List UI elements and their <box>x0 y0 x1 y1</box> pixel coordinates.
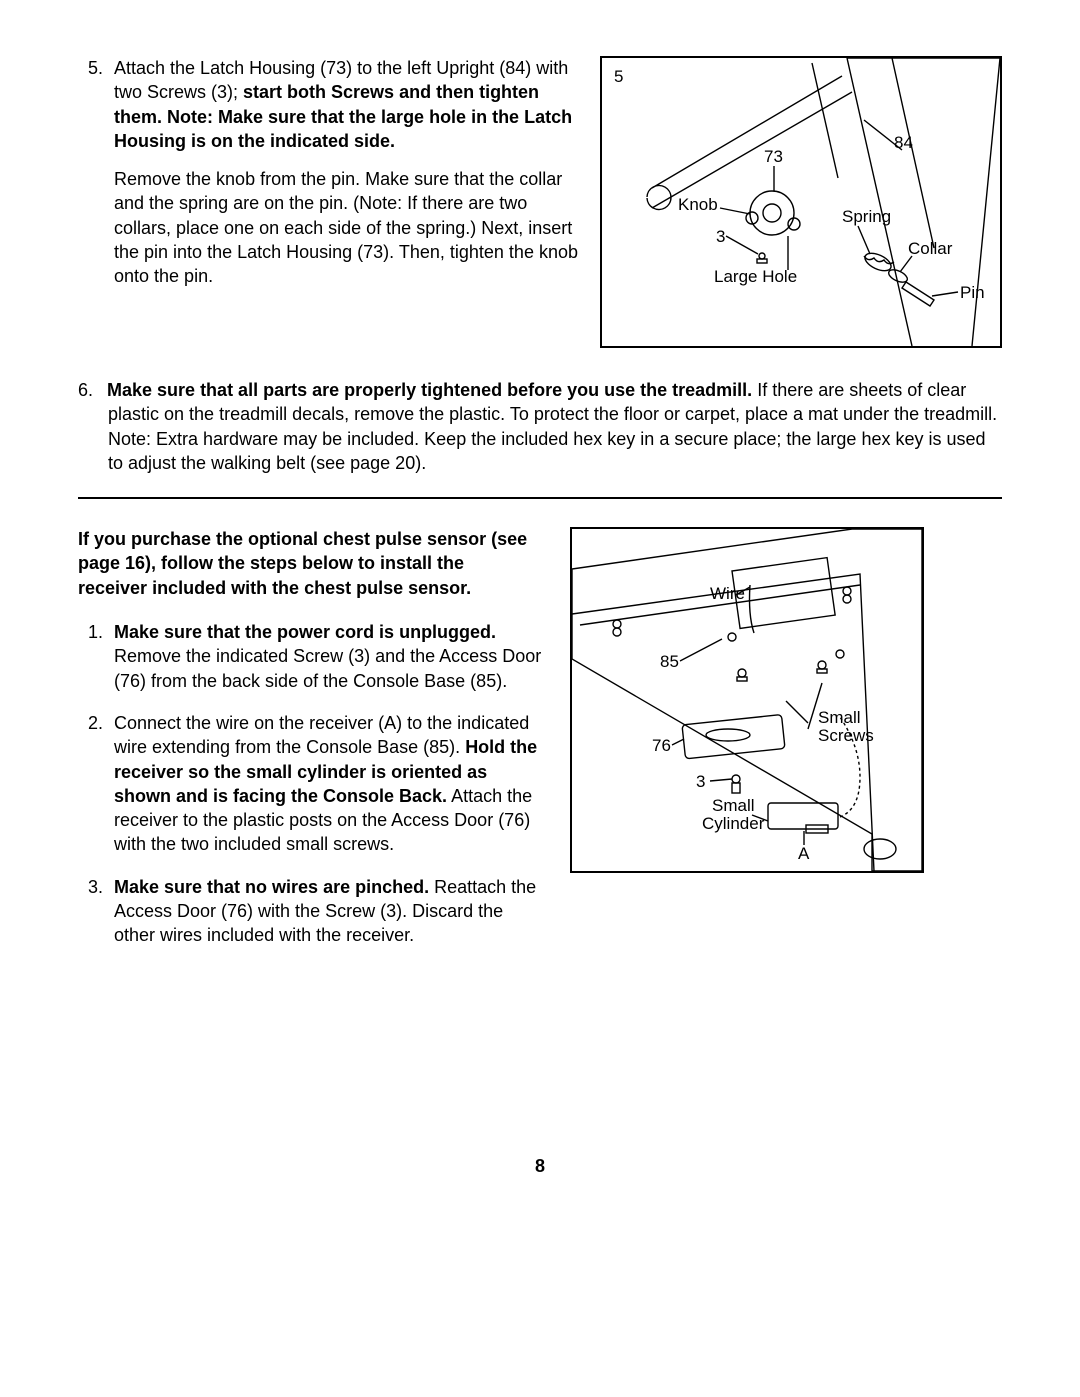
receiver-intro: If you purchase the optional chest pulse… <box>78 527 538 600</box>
step-5-text: Attach the Latch Housing (73) to the lef… <box>78 56 578 309</box>
label-A: A <box>798 844 810 863</box>
label-pin: Pin <box>960 283 985 302</box>
rs3-b: Make sure that no wires are pinched. <box>114 877 429 897</box>
label-small-cyl-2: Cylinder <box>702 814 765 833</box>
label-small-screws-1: Small <box>818 708 861 727</box>
section-divider <box>78 497 1002 499</box>
figure-5-corner: 5 <box>614 67 623 86</box>
label-large-hole: Large Hole <box>714 267 797 286</box>
label-small-cyl-1: Small <box>712 796 755 815</box>
label-spring: Spring <box>842 207 891 226</box>
page-number: 8 <box>0 1156 1080 1177</box>
figure-5: 5 <box>600 56 1002 348</box>
label-85: 85 <box>660 652 679 671</box>
receiver-text-col: If you purchase the optional chest pulse… <box>78 527 548 965</box>
receiver-step-1: Make sure that the power cord is unplugg… <box>108 620 548 693</box>
label-73: 73 <box>764 147 783 166</box>
rs1-rest: Remove the indicated Screw (3) and the A… <box>114 646 541 690</box>
step-5-row: Attach the Latch Housing (73) to the lef… <box>78 56 1002 348</box>
step-5: Attach the Latch Housing (73) to the lef… <box>108 56 578 289</box>
step-5-para2: Remove the knob from the pin. Make sure … <box>114 167 578 288</box>
label-76: 76 <box>652 736 671 755</box>
label-wire: Wire <box>710 584 745 603</box>
label-knob: Knob <box>678 195 718 214</box>
step-6-bold: Make sure that all parts are properly ti… <box>107 380 752 400</box>
label-3: 3 <box>716 227 725 246</box>
receiver-step-2: Connect the wire on the receiver (A) to … <box>108 711 548 857</box>
label-collar: Collar <box>908 239 953 258</box>
rs1-bold: Make sure that the power cord is unplugg… <box>114 622 496 642</box>
label-84: 84 <box>894 133 913 152</box>
label-small-screws-2: Screws <box>818 726 874 745</box>
step-6-num: 6. <box>78 378 102 402</box>
label-3b: 3 <box>696 772 705 791</box>
receiver-step-3: Make sure that no wires are pinched. Rea… <box>108 875 548 948</box>
manual-page: Attach the Latch Housing (73) to the lef… <box>0 0 1080 1397</box>
figure-receiver: Wire 85 76 3 Small Screws Small Cylinder… <box>570 527 924 873</box>
receiver-section: If you purchase the optional chest pulse… <box>78 527 1002 965</box>
step-6: 6. Make sure that all parts are properly… <box>78 378 1002 475</box>
